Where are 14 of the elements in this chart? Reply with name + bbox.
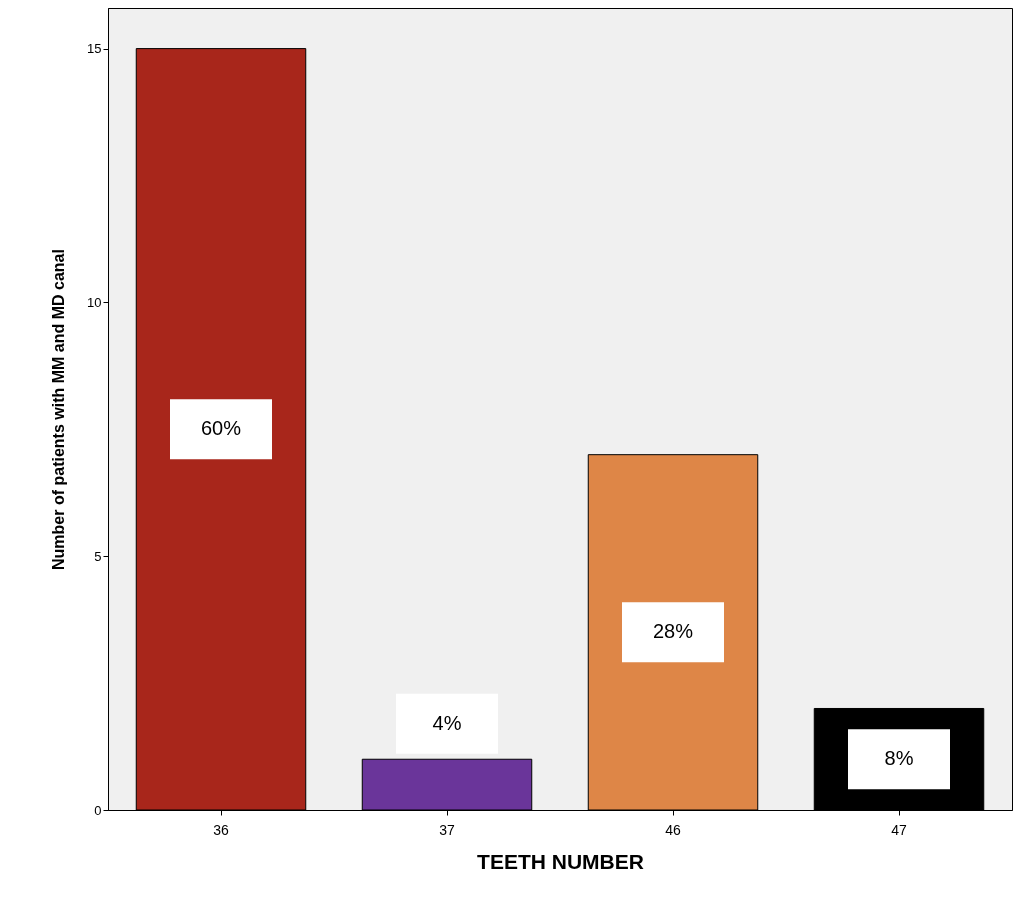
y-axis-title: Number of patients with MM and MD canal — [50, 249, 68, 570]
x-tick-label: 37 — [439, 821, 455, 838]
x-tick-label: 47 — [891, 821, 907, 838]
y-tick-label: 15 — [87, 41, 102, 57]
y-tick-label: 10 — [87, 294, 102, 310]
x-tick-label: 46 — [665, 821, 681, 838]
x-tick-label: 36 — [213, 821, 229, 838]
y-tick-label: 5 — [94, 548, 102, 564]
annotation: 60% — [200, 417, 242, 440]
annotation: 8% — [884, 747, 914, 770]
x-axis-title: TEETH NUMBER — [477, 849, 644, 873]
annotation: 28% — [652, 620, 694, 643]
annotation: 4% — [432, 711, 462, 734]
y-tick-label: 0 — [94, 802, 102, 818]
